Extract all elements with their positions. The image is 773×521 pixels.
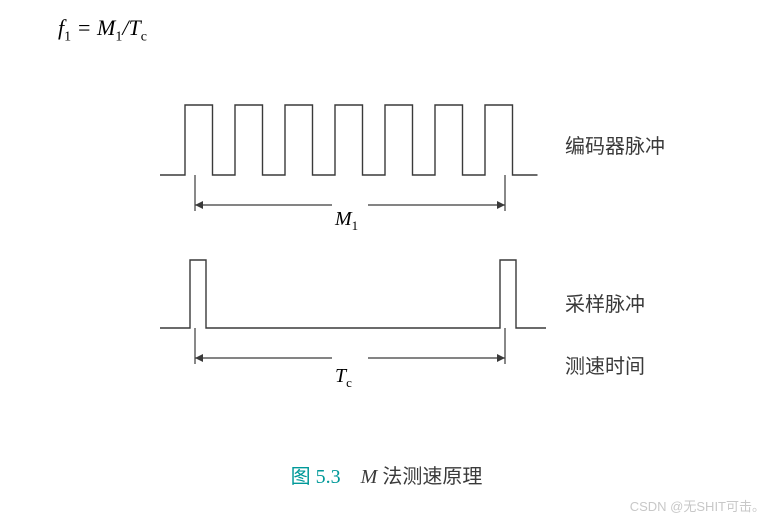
sample-pulse-wave xyxy=(160,260,546,328)
var-T: T xyxy=(128,15,140,40)
waveform-svg xyxy=(140,70,740,450)
caption-text: 法测速原理 xyxy=(377,466,482,488)
m1-dimension-label: M1 xyxy=(335,208,358,234)
dimension-tc xyxy=(195,328,505,364)
sample-label: 采样脉冲 xyxy=(565,288,645,317)
figure-caption: 图 5.3 M 法测速原理 xyxy=(0,460,773,489)
tc-dimension-label: Tc xyxy=(335,365,352,391)
m1-sub: 1 xyxy=(352,218,359,233)
caption-number: 图 5.3 xyxy=(291,466,341,488)
time-label: 测速时间 xyxy=(565,350,645,379)
m1-var: M xyxy=(335,208,352,230)
equals: = xyxy=(71,15,97,40)
frequency-formula: f1 = M1/Tc xyxy=(58,15,147,45)
tc-sub: c xyxy=(346,375,352,390)
encoder-label: 编码器脉冲 xyxy=(565,130,665,159)
sub-Tc: c xyxy=(141,29,147,44)
caption-M: M xyxy=(361,466,378,488)
encoder-pulse-wave xyxy=(160,105,538,175)
tc-var: T xyxy=(335,365,346,387)
csdn-watermark: CSDN @无SHIT可击。 xyxy=(630,496,765,515)
timing-diagram: 编码器脉冲 采样脉冲 测速时间 M1 Tc xyxy=(140,70,740,450)
dimension-m1 xyxy=(195,175,505,211)
var-M: M xyxy=(97,15,115,40)
